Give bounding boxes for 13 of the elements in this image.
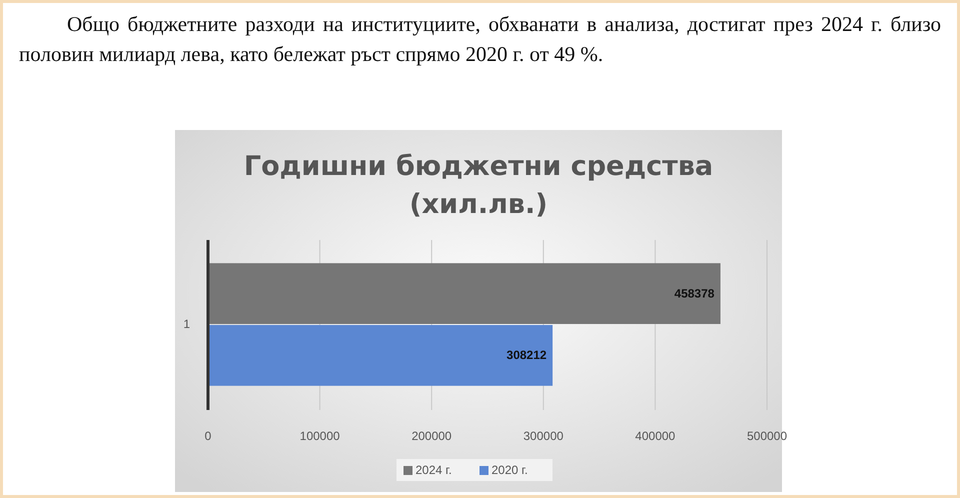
legend-label: 2020 г. (492, 463, 528, 478)
data-label: 308212 (506, 348, 547, 362)
x-tick-label: 200000 (412, 429, 452, 443)
legend-label: 2024 г. (416, 463, 452, 478)
x-tick-label: 500000 (746, 429, 788, 443)
chart-title: Годишни бюджетни средства (хил.лв.) (244, 151, 714, 220)
x-tick-label: 400000 (635, 429, 676, 443)
x-tick-label: 100000 (300, 429, 340, 443)
x-tick-label: 300000 (523, 429, 564, 443)
x-tick-label: 0 (204, 429, 212, 443)
text: Общо бюджетните разходи на институциите, обхванати в анализа, достигат през 2024 г. близо половин милиард лева, като бележат ръст спрямо 2020 г. от 49 %. (18, 11, 942, 68)
data-label: 458378 (674, 286, 715, 300)
y-tick-label: 1 (183, 317, 190, 332)
